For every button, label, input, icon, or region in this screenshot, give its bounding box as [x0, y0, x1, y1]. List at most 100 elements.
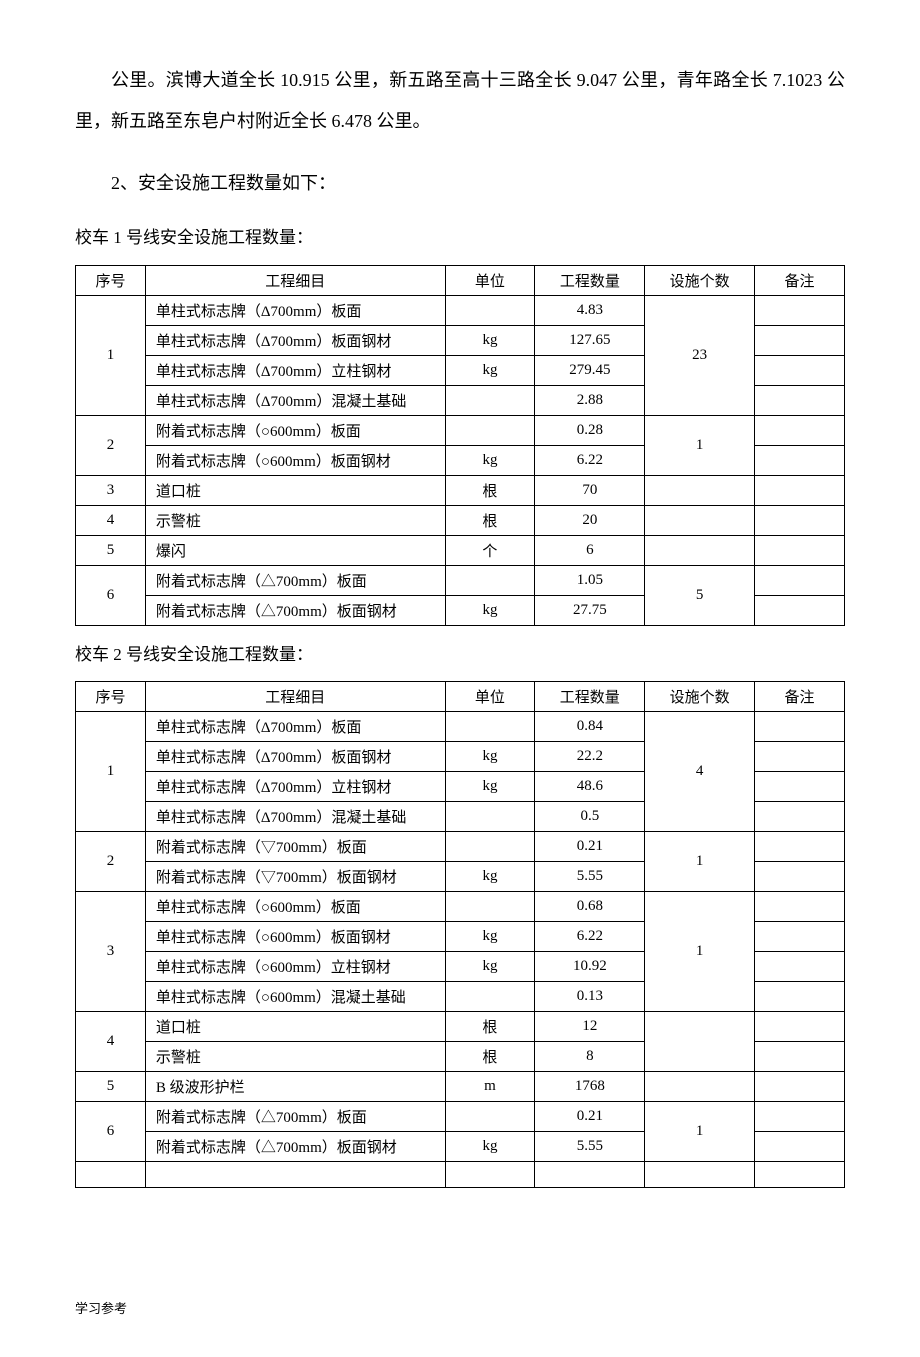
table-row: 4示警桩根20	[76, 505, 845, 535]
unit-cell	[445, 711, 535, 741]
item-cell: 单柱式标志牌（○600mm）立柱钢材	[145, 951, 445, 981]
item-cell: 单柱式标志牌（○600mm）板面	[145, 891, 445, 921]
seq-cell: 1	[76, 711, 146, 831]
remark-cell	[755, 535, 845, 565]
unit-cell	[445, 801, 535, 831]
remark-cell	[755, 831, 845, 861]
qty-cell: 0.28	[535, 415, 645, 445]
remark-cell	[755, 355, 845, 385]
unit-cell	[445, 891, 535, 921]
unit-cell	[445, 831, 535, 861]
unit-cell	[445, 415, 535, 445]
unit-cell: 根	[445, 1011, 535, 1041]
qty-cell: 12	[535, 1011, 645, 1041]
col-header-count: 设施个数	[645, 681, 755, 711]
table-row: 3单柱式标志牌（○600mm）板面0.681	[76, 891, 845, 921]
table1: 序号工程细目单位工程数量设施个数备注1单柱式标志牌（Δ700mm）板面4.832…	[75, 265, 845, 626]
table-row: 6附着式标志牌（△700mm）板面0.211	[76, 1101, 845, 1131]
unit-cell: m	[445, 1071, 535, 1101]
unit-cell	[445, 1101, 535, 1131]
seq-cell: 4	[76, 1011, 146, 1071]
qty-cell: 6.22	[535, 921, 645, 951]
table-row: 6附着式标志牌（△700mm）板面1.055	[76, 565, 845, 595]
col-header-unit: 单位	[445, 681, 535, 711]
item-cell: 附着式标志牌（△700mm）板面	[145, 565, 445, 595]
remark-cell	[755, 445, 845, 475]
seq-cell: 1	[76, 295, 146, 415]
col-header-qty: 工程数量	[535, 681, 645, 711]
footer-text: 学习参考	[75, 1298, 845, 1317]
seq-cell: 6	[76, 565, 146, 625]
table2-caption: 校车 2 号线安全设施工程数量：	[75, 636, 845, 673]
remark-cell	[755, 505, 845, 535]
unit-cell: kg	[445, 861, 535, 891]
seq-cell: 5	[76, 1071, 146, 1101]
remark-cell	[755, 565, 845, 595]
remark-cell	[755, 475, 845, 505]
remark-cell	[755, 981, 845, 1011]
remark-cell	[755, 921, 845, 951]
qty-cell: 20	[535, 505, 645, 535]
qty-cell: 0.68	[535, 891, 645, 921]
unit-cell: kg	[445, 771, 535, 801]
item-cell: 单柱式标志牌（Δ700mm）板面	[145, 711, 445, 741]
item-cell: 单柱式标志牌（○600mm）混凝土基础	[145, 981, 445, 1011]
item-cell: 单柱式标志牌（Δ700mm）板面	[145, 295, 445, 325]
col-header-item: 工程细目	[145, 681, 445, 711]
qty-cell: 10.92	[535, 951, 645, 981]
item-cell: 道口桩	[145, 1011, 445, 1041]
remark-cell	[755, 1131, 845, 1161]
qty-cell: 2.88	[535, 385, 645, 415]
remark-cell	[755, 891, 845, 921]
unit-cell	[445, 1161, 535, 1187]
item-cell: 单柱式标志牌（Δ700mm）混凝土基础	[145, 801, 445, 831]
qty-cell: 0.13	[535, 981, 645, 1011]
unit-cell: kg	[445, 595, 535, 625]
qty-cell: 0.5	[535, 801, 645, 831]
remark-cell	[755, 595, 845, 625]
seq-cell: 3	[76, 475, 146, 505]
table2: 序号工程细目单位工程数量设施个数备注1单柱式标志牌（Δ700mm）板面0.844…	[75, 681, 845, 1188]
qty-cell: 279.45	[535, 355, 645, 385]
section-label: 2、安全设施工程数量如下：	[75, 163, 845, 204]
intro-paragraph-1: 公里。滨博大道全长 10.915 公里，新五路至高十三路全长 9.047 公里，…	[75, 60, 845, 143]
remark-cell	[755, 711, 845, 741]
item-cell: 附着式标志牌（○600mm）板面	[145, 415, 445, 445]
remark-cell	[755, 1101, 845, 1131]
table-row	[76, 1161, 845, 1187]
table1-caption: 校车 1 号线安全设施工程数量：	[75, 219, 845, 256]
col-header-count: 设施个数	[645, 265, 755, 295]
item-cell: 单柱式标志牌（○600mm）板面钢材	[145, 921, 445, 951]
item-cell: 单柱式标志牌（Δ700mm）板面钢材	[145, 325, 445, 355]
unit-cell: kg	[445, 355, 535, 385]
item-cell: 单柱式标志牌（Δ700mm）板面钢材	[145, 741, 445, 771]
item-cell: 附着式标志牌（○600mm）板面钢材	[145, 445, 445, 475]
table-row: 5B 级波形护栏m1768	[76, 1071, 845, 1101]
seq-cell: 2	[76, 415, 146, 475]
qty-cell: 1768	[535, 1071, 645, 1101]
table-row: 3道口桩根70	[76, 475, 845, 505]
remark-cell	[755, 1011, 845, 1041]
remark-cell	[755, 1071, 845, 1101]
remark-cell	[755, 415, 845, 445]
unit-cell	[445, 295, 535, 325]
col-header-unit: 单位	[445, 265, 535, 295]
item-cell: 示警桩	[145, 505, 445, 535]
unit-cell: kg	[445, 1131, 535, 1161]
col-header-seq: 序号	[76, 681, 146, 711]
seq-cell: 2	[76, 831, 146, 891]
seq-cell: 6	[76, 1101, 146, 1161]
count-cell: 1	[645, 415, 755, 475]
count-cell	[645, 1011, 755, 1071]
qty-cell: 6	[535, 535, 645, 565]
unit-cell	[445, 385, 535, 415]
item-cell: 附着式标志牌（△700mm）板面钢材	[145, 1131, 445, 1161]
table-row: 2附着式标志牌（○600mm）板面0.281	[76, 415, 845, 445]
remark-cell	[755, 801, 845, 831]
count-cell: 5	[645, 565, 755, 625]
qty-cell: 0.21	[535, 1101, 645, 1131]
count-cell	[645, 1161, 755, 1187]
qty-cell: 0.84	[535, 711, 645, 741]
unit-cell: kg	[445, 921, 535, 951]
unit-cell: 根	[445, 475, 535, 505]
